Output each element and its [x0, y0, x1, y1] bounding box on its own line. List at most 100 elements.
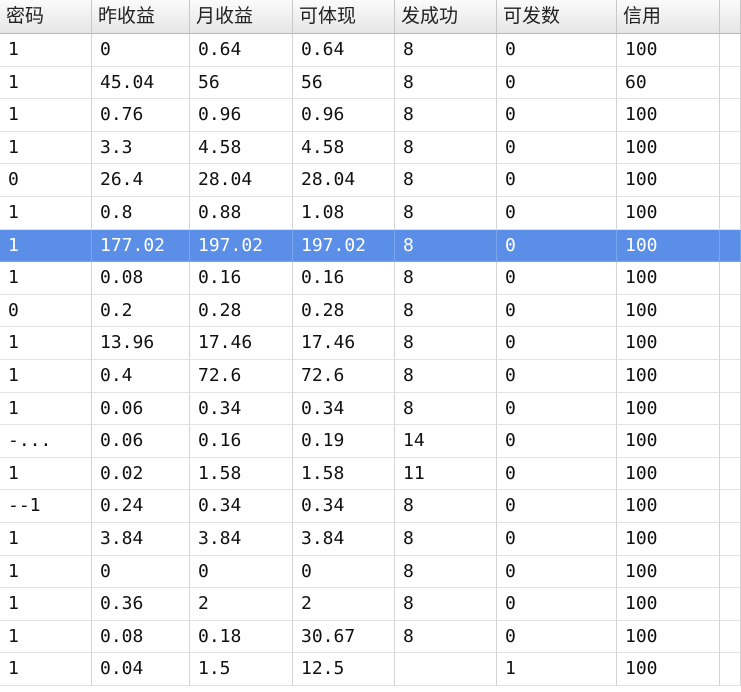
table-cell: 0 [0, 164, 92, 197]
table-cell: 0 [92, 555, 190, 589]
table-cell: 0.16 [190, 425, 293, 458]
table-row[interactable]: 1 177.02 197.02 197.02 8 0 100 [0, 229, 741, 263]
table-cell: 11 [395, 457, 497, 491]
table-cell: 0 [497, 262, 617, 295]
column-header[interactable]: 可发数 [497, 0, 617, 34]
column-header[interactable]: 月收益 [190, 0, 293, 34]
table-row[interactable]: 1 0.8 0.88 1.08 8 0 100 [0, 197, 741, 230]
table-cell: 14 [395, 425, 497, 458]
table-cell: 1 [0, 66, 92, 100]
table-cell: 1 [0, 229, 92, 263]
table-row[interactable]: 1 45.04 56 56 8 0 60 [0, 66, 741, 100]
table-cell [720, 294, 741, 328]
table-cell: 100 [617, 425, 720, 458]
table-cell: 1 [0, 327, 92, 360]
table-cell: 1 [0, 34, 92, 67]
table-cell: 8 [395, 197, 497, 230]
table-row[interactable]: -... 0.06 0.16 0.19 14 0 100 [0, 425, 741, 458]
table-cell: 1 [0, 620, 92, 654]
table-cell: 0 [497, 588, 617, 621]
table-cell: 8 [395, 392, 497, 426]
table-cell: 8 [395, 229, 497, 263]
table-row[interactable]: 1 0.4 72.6 72.6 8 0 100 [0, 360, 741, 393]
table-cell: 8 [395, 294, 497, 328]
table-cell: 0 [497, 620, 617, 654]
table-row[interactable]: 1 0.36 2 2 8 0 100 [0, 588, 741, 621]
table-cell: 0 [497, 457, 617, 491]
column-header[interactable]: 发成功 [395, 0, 497, 34]
table-cell: 0 [497, 360, 617, 393]
table-cell [720, 555, 741, 589]
table-row[interactable]: 1 0 0.64 0.64 8 0 100 [0, 34, 741, 67]
table-cell: 100 [617, 523, 720, 556]
table-row[interactable]: --1 0.24 0.34 0.34 8 0 100 [0, 490, 741, 523]
table-row[interactable]: 0 0.2 0.28 0.28 8 0 100 [0, 294, 741, 328]
table-cell [720, 197, 741, 230]
table-cell: 56 [293, 66, 395, 100]
table-cell: 0.04 [92, 653, 190, 686]
table-cell: 13.96 [92, 327, 190, 360]
table-cell: 3.84 [293, 523, 395, 556]
table-cell [720, 327, 741, 360]
table-cell: 8 [395, 523, 497, 556]
table-cell [720, 588, 741, 621]
table-cell: 100 [617, 620, 720, 654]
table-cell: 100 [617, 490, 720, 523]
table-row[interactable]: 1 0.04 1.5 12.5 1 100 [0, 653, 741, 686]
table-cell: 0 [497, 197, 617, 230]
column-header[interactable]: 可体现 [293, 0, 395, 34]
table-cell: 72.6 [293, 360, 395, 393]
column-header[interactable]: 昨收益 [92, 0, 190, 34]
table-row[interactable]: 1 0.06 0.34 0.34 8 0 100 [0, 392, 741, 426]
table-cell: 1 [0, 523, 92, 556]
table-cell: 8 [395, 131, 497, 165]
table-cell: 100 [617, 164, 720, 197]
table-cell: 0 [497, 523, 617, 556]
table-cell: 12.5 [293, 653, 395, 686]
table-cell: 1 [0, 457, 92, 491]
table-cell: 0.08 [92, 262, 190, 295]
table-cell: 0.76 [92, 99, 190, 132]
table-cell [720, 262, 741, 295]
table-row[interactable]: 1 0.08 0.18 30.67 8 0 100 [0, 620, 741, 654]
table-cell: 8 [395, 66, 497, 100]
table-cell [720, 392, 741, 426]
table-cell: 100 [617, 588, 720, 621]
table-cell: 8 [395, 490, 497, 523]
table-cell [720, 457, 741, 491]
table-row[interactable]: 1 13.96 17.46 17.46 8 0 100 [0, 327, 741, 360]
table-cell: 0 [497, 490, 617, 523]
table-cell: 17.46 [190, 327, 293, 360]
table-cell: 0.34 [190, 392, 293, 426]
table-cell: 0 [497, 425, 617, 458]
table-cell: 1 [0, 588, 92, 621]
table-cell: 1.08 [293, 197, 395, 230]
table-cell: 0.08 [92, 620, 190, 654]
table-cell: 0.4 [92, 360, 190, 393]
table-cell: 0.28 [190, 294, 293, 328]
table-cell: 2 [190, 588, 293, 621]
table-cell: 3.84 [190, 523, 293, 556]
table-cell [720, 229, 741, 263]
table-row[interactable]: 1 3.3 4.58 4.58 8 0 100 [0, 131, 741, 165]
table-cell: 60 [617, 66, 720, 100]
table-cell: 100 [617, 392, 720, 426]
table-cell: 0.34 [293, 490, 395, 523]
table-cell [720, 425, 741, 458]
table-row[interactable]: 1 3.84 3.84 3.84 8 0 100 [0, 523, 741, 556]
column-header[interactable]: 信用 [617, 0, 720, 34]
table-row[interactable]: 1 0.76 0.96 0.96 8 0 100 [0, 99, 741, 132]
table-row[interactable]: 1 0.08 0.16 0.16 8 0 100 [0, 262, 741, 295]
table-cell: 8 [395, 555, 497, 589]
table-row[interactable]: 0 26.4 28.04 28.04 8 0 100 [0, 164, 741, 197]
table-cell: 1 [0, 360, 92, 393]
table-cell: 56 [190, 66, 293, 100]
table-cell: 4.58 [293, 131, 395, 165]
table-row[interactable]: 1 0 0 0 8 0 100 [0, 555, 741, 589]
table-row[interactable]: 1 0.02 1.58 1.58 11 0 100 [0, 457, 741, 491]
table-cell: 0.64 [293, 34, 395, 67]
table-cell [720, 34, 741, 67]
table-cell: 0 [497, 294, 617, 328]
column-header[interactable]: 密码 [0, 0, 92, 34]
